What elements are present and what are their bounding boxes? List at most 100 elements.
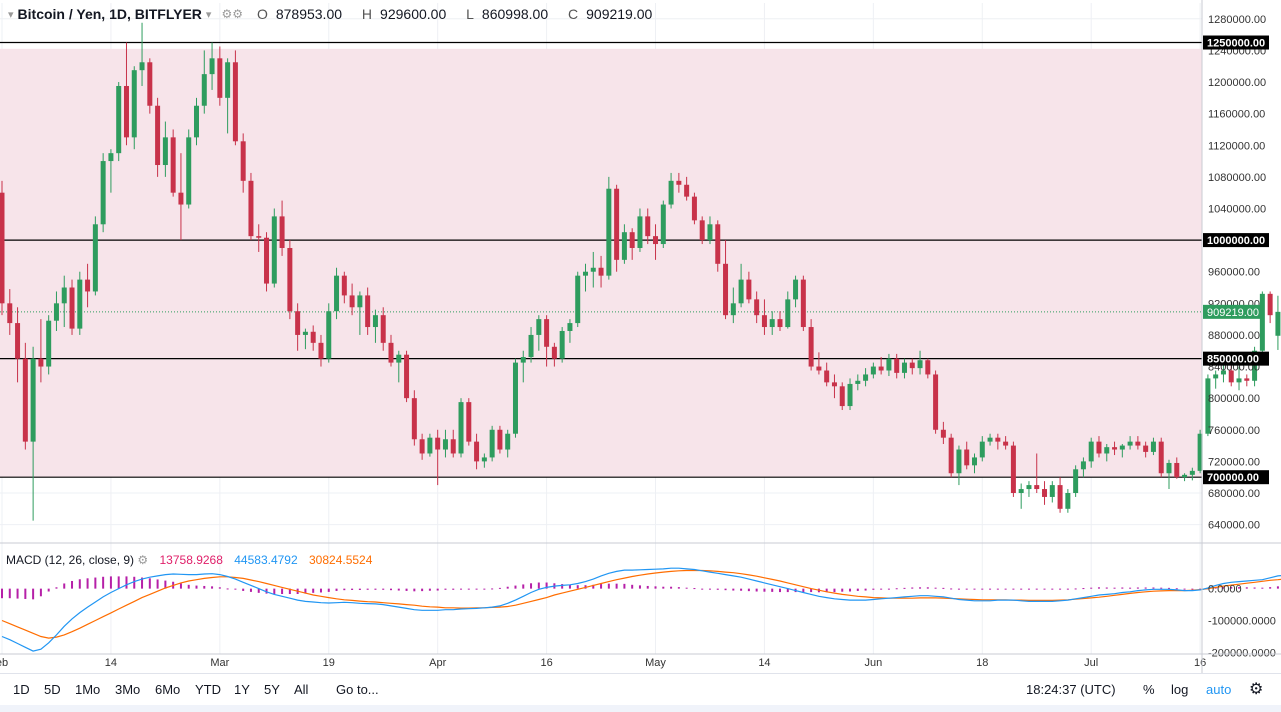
candle bbox=[933, 370, 939, 434]
macd-hist-bar bbox=[327, 588, 330, 592]
macd-hist-bar bbox=[304, 588, 307, 594]
range-5y[interactable]: 5Y bbox=[264, 682, 280, 697]
x-tick-label: 14 bbox=[105, 657, 117, 669]
candle-body bbox=[108, 153, 114, 162]
candle bbox=[512, 358, 518, 438]
macd-hist-bar bbox=[607, 583, 610, 589]
candle bbox=[699, 216, 705, 245]
candle bbox=[466, 398, 472, 446]
candle-body bbox=[15, 323, 21, 359]
candle bbox=[481, 453, 487, 468]
candle bbox=[964, 441, 970, 470]
macd-title[interactable]: MACD (12, 26, close, 9) bbox=[6, 553, 135, 567]
macd-hist-bar bbox=[187, 584, 190, 589]
goto-button[interactable]: Go to... bbox=[336, 682, 379, 697]
macd-hist-bar bbox=[926, 587, 929, 589]
candle-body bbox=[170, 137, 176, 193]
candle-body bbox=[505, 433, 511, 450]
candle bbox=[85, 263, 91, 308]
candle-body bbox=[769, 319, 775, 328]
candle bbox=[660, 200, 666, 248]
candle-body bbox=[987, 437, 993, 442]
x-tick-label: 19 bbox=[323, 657, 335, 669]
candle-body bbox=[1135, 441, 1141, 446]
candle-body bbox=[1018, 489, 1024, 493]
symbol-title[interactable]: Bitcoin / Yen, 1D, BITFLYER bbox=[17, 6, 202, 22]
macd-settings-icon[interactable]: ⚙ bbox=[137, 553, 149, 567]
macd-hist-bar bbox=[1074, 588, 1077, 590]
macd-hist-bar bbox=[452, 588, 455, 590]
macd-hist-bar bbox=[1214, 587, 1217, 589]
y-tick-label: 680000.00 bbox=[1208, 488, 1260, 500]
macd-hist-bar bbox=[319, 588, 322, 593]
y-tick-label: 760000.00 bbox=[1208, 425, 1260, 437]
candle-body bbox=[30, 358, 36, 442]
candle-body bbox=[155, 105, 161, 166]
candle-body bbox=[100, 161, 106, 225]
candle bbox=[53, 291, 59, 331]
candle bbox=[365, 287, 371, 335]
macd-hist-bar bbox=[1066, 588, 1069, 590]
auto-toggle[interactable]: auto bbox=[1206, 682, 1232, 697]
macd-hist-bar bbox=[919, 587, 922, 589]
candle bbox=[442, 429, 448, 458]
candle-body bbox=[349, 295, 355, 308]
candle-body bbox=[614, 188, 620, 260]
candle bbox=[194, 97, 199, 146]
candle bbox=[831, 374, 837, 399]
macd-hist-bar bbox=[428, 588, 431, 591]
x-tick-label: 16 bbox=[1194, 657, 1206, 669]
x-tick-label: 18 bbox=[976, 657, 988, 669]
candle bbox=[287, 240, 293, 320]
range-6mo[interactable]: 6Mo bbox=[155, 682, 181, 697]
range-1y[interactable]: 1Y bbox=[234, 682, 250, 697]
candle bbox=[38, 319, 44, 383]
candle bbox=[489, 425, 495, 462]
macd-hist-bar bbox=[16, 588, 19, 599]
level-price-label: 1000000.00 bbox=[1207, 235, 1265, 247]
macd-hist-bar bbox=[1144, 587, 1147, 589]
candle bbox=[746, 271, 752, 304]
chart[interactable]: 640000.00 680000.00 720000.00 760000.00 8000… bbox=[0, 0, 1281, 673]
macd-hist-bar bbox=[576, 585, 579, 589]
candle-body bbox=[256, 236, 262, 238]
candle bbox=[1049, 481, 1055, 503]
range-3mo[interactable]: 3Mo bbox=[115, 682, 141, 697]
dropdown-icon[interactable]: ▾ bbox=[205, 8, 212, 21]
macd-hist-bar bbox=[786, 588, 789, 593]
candle bbox=[567, 319, 573, 343]
candle-body bbox=[855, 380, 861, 384]
log-toggle[interactable]: log bbox=[1171, 682, 1189, 697]
range-all[interactable]: All bbox=[294, 682, 309, 697]
macd-hist-bar bbox=[732, 588, 735, 591]
candle-body bbox=[357, 295, 363, 308]
range-5d[interactable]: 5D bbox=[44, 682, 61, 697]
gear-icon[interactable]: ⚙ bbox=[1249, 681, 1264, 698]
y-tick-label: 1120000.00 bbox=[1208, 140, 1265, 152]
candle-body bbox=[1073, 469, 1079, 493]
candle bbox=[1275, 295, 1281, 350]
macd-hist-bar bbox=[763, 588, 766, 592]
candle bbox=[995, 433, 1001, 450]
candle-body bbox=[645, 216, 651, 237]
settings-icon[interactable]: ⚙⚙ bbox=[221, 7, 243, 21]
macd-hist-bar bbox=[755, 588, 758, 592]
range-1mo[interactable]: 1Mo bbox=[75, 682, 101, 697]
macd-hist-bar bbox=[257, 588, 260, 593]
macd-y-tick-label: 0.0000 bbox=[1208, 584, 1242, 596]
macd-hist-bar bbox=[421, 588, 424, 592]
range-ytd[interactable]: YTD bbox=[195, 682, 221, 697]
candle bbox=[1026, 481, 1032, 497]
collapse-icon[interactable]: ▾ bbox=[8, 8, 14, 21]
candle bbox=[870, 362, 876, 379]
range-1d[interactable]: 1D bbox=[13, 682, 30, 697]
candle bbox=[411, 390, 417, 446]
candle bbox=[598, 255, 604, 288]
candle bbox=[217, 46, 223, 106]
candle-body bbox=[217, 58, 223, 98]
y-tick-label: 1280000.00 bbox=[1208, 14, 1266, 26]
percent-toggle[interactable]: % bbox=[1143, 682, 1155, 697]
candle-body bbox=[365, 295, 371, 328]
candle bbox=[551, 342, 557, 367]
candle bbox=[380, 307, 386, 351]
